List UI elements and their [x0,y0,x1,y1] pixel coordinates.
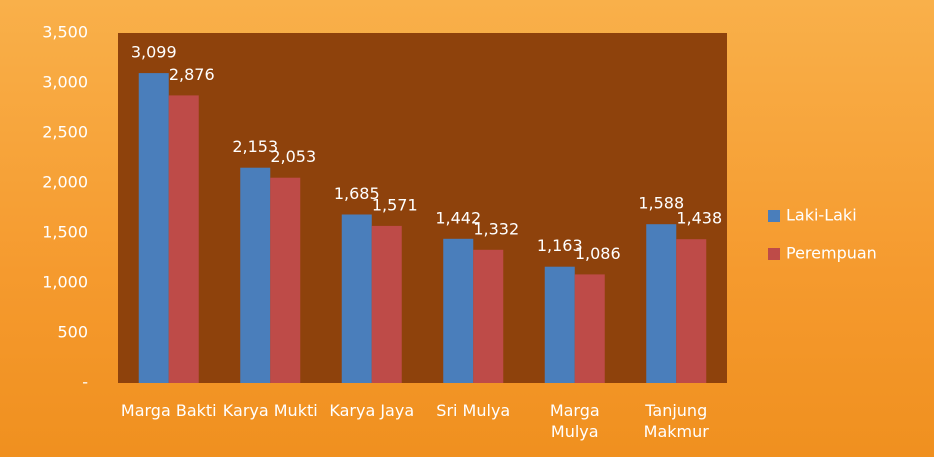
data-label: 1,086 [575,244,621,263]
bar [473,249,504,383]
bar [138,73,169,383]
bar [168,95,199,384]
bar [676,239,707,383]
y-tick-label: 2,000 [42,173,88,192]
y-tick-label: 3,500 [42,23,88,42]
data-label: 1,588 [638,194,684,213]
x-tick-label: Tanjung Makmur [643,401,709,441]
data-label: 2,153 [232,137,278,156]
y-tick-label: 500 [57,323,88,342]
y-tick-label: 1,000 [42,273,88,292]
bar [240,167,271,383]
data-label: 1,685 [334,184,380,203]
bar [544,266,575,383]
data-label: 3,099 [131,43,177,62]
x-tick-label: Karya Mukti [222,401,318,420]
data-label: 2,876 [169,65,215,84]
legend-swatch [768,210,780,222]
data-label: 1,332 [473,219,519,238]
legend-swatch [768,248,780,260]
x-tick-label: Sri Mulya [436,401,511,420]
legend-label: Perempuan [786,244,877,263]
y-tick-label: 2,500 [42,123,88,142]
bar [443,238,474,383]
data-label: 1,163 [537,236,583,255]
legend-label: Laki-Laki [786,206,857,225]
plot-area [118,33,727,383]
bar [574,274,605,383]
y-tick-label: - [82,373,88,392]
data-label: 1,442 [435,208,481,227]
data-label: 1,438 [676,209,722,228]
bar [270,177,301,383]
bar [371,225,402,383]
x-tick-label: Karya Jaya [329,401,415,420]
y-tick-label: 3,000 [42,73,88,92]
y-tick-label: 1,500 [42,223,88,242]
x-tick-label: Marga Bakti [120,401,217,420]
data-label: 1,571 [372,195,418,214]
bar [646,224,677,383]
x-tick-label: Marga Mulya [549,401,600,441]
data-label: 2,053 [270,147,316,166]
bar [341,214,372,383]
